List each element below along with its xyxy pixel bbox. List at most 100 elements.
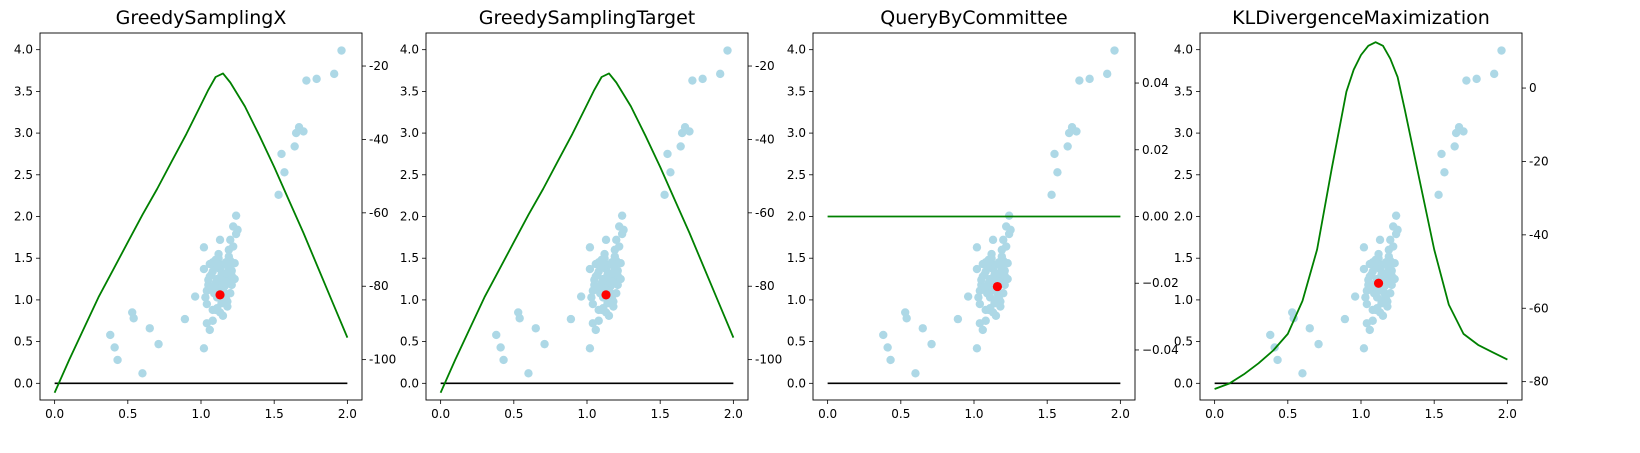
scatter-point bbox=[606, 277, 615, 286]
scatter-point bbox=[1391, 211, 1401, 220]
scatter-point bbox=[1361, 293, 1370, 302]
scatter-point bbox=[1393, 225, 1402, 235]
y-tick-label: 2.0 bbox=[1174, 210, 1193, 224]
y-tick-label: 3.5 bbox=[787, 84, 806, 98]
scatter-point bbox=[106, 330, 115, 340]
scatter-point bbox=[1497, 46, 1506, 55]
x-tick-label: 1.5 bbox=[651, 407, 670, 421]
y-tick-label: 2.0 bbox=[400, 210, 419, 224]
y-tick-label: 1.5 bbox=[400, 251, 419, 265]
scatter-point bbox=[616, 259, 625, 268]
scatter-point bbox=[902, 314, 911, 323]
scatter-point bbox=[199, 264, 209, 274]
y-tick-label: 4.0 bbox=[400, 43, 419, 57]
y-tick-label: 0.5 bbox=[400, 335, 419, 349]
scatter-point bbox=[1472, 74, 1481, 84]
scatter-point bbox=[607, 269, 617, 278]
scatter-point bbox=[576, 292, 586, 301]
x-tick-label: 1.0 bbox=[964, 407, 983, 421]
scatter-point bbox=[972, 264, 982, 274]
x-tick-label: 1.0 bbox=[191, 407, 210, 421]
scatter-point bbox=[277, 149, 286, 159]
scatter-point bbox=[233, 225, 242, 235]
scatter-point bbox=[1489, 69, 1499, 79]
scatter-point bbox=[587, 293, 596, 302]
scatter-point bbox=[492, 330, 501, 340]
scatter-point bbox=[1375, 285, 1385, 295]
scatter-point bbox=[1298, 369, 1307, 378]
scatter-point bbox=[1362, 319, 1372, 328]
y2-tick-label: -40 bbox=[1529, 228, 1549, 242]
x-tick-label: 1.5 bbox=[265, 407, 284, 421]
scatter-point bbox=[1110, 46, 1119, 55]
y-tick-label: 4.0 bbox=[787, 43, 806, 57]
x-tick-label: 0.5 bbox=[504, 407, 523, 421]
scatter-point bbox=[1359, 344, 1369, 353]
y-tick-label: 2.5 bbox=[787, 168, 806, 182]
scatter-point bbox=[180, 314, 190, 324]
scatter-point bbox=[1367, 282, 1376, 291]
y-tick-label: 1.5 bbox=[1174, 251, 1193, 265]
y2-tick-label: -100 bbox=[755, 353, 782, 367]
scatter-point bbox=[110, 343, 119, 352]
y-tick-label: 0.0 bbox=[787, 376, 806, 390]
x-tick-label: 0.0 bbox=[431, 407, 450, 421]
y-tick-label: 1.0 bbox=[14, 293, 33, 307]
scatter-point bbox=[609, 302, 618, 311]
scatter-point bbox=[302, 76, 311, 85]
scatter-point bbox=[972, 344, 982, 353]
scatter-point bbox=[987, 249, 996, 259]
scatter-point bbox=[299, 127, 308, 136]
y2-tick-label: 0 bbox=[1529, 81, 1537, 95]
y2-tick-label: -60 bbox=[755, 206, 775, 220]
scatter-point bbox=[975, 319, 985, 328]
scatter-point bbox=[215, 235, 225, 245]
selected-point bbox=[215, 290, 225, 300]
scatter-point bbox=[1314, 339, 1323, 349]
scatter-point bbox=[230, 259, 239, 268]
scatter-point bbox=[879, 330, 888, 340]
scatter-point bbox=[201, 293, 210, 302]
utility-curve bbox=[439, 72, 735, 394]
scatter-point bbox=[220, 277, 229, 286]
scatter-point bbox=[274, 190, 283, 200]
scatter-point bbox=[615, 242, 624, 251]
scatter-point bbox=[229, 242, 238, 251]
x-tick-label: 2.0 bbox=[1498, 407, 1517, 421]
y-tick-label: 2.5 bbox=[1174, 168, 1193, 182]
scatter-point bbox=[601, 308, 611, 317]
x-tick-label: 1.5 bbox=[1425, 407, 1444, 421]
scatter-point bbox=[1362, 299, 1372, 309]
scatter-point bbox=[1085, 74, 1094, 84]
scatter-point bbox=[1072, 127, 1081, 136]
scatter-point bbox=[616, 274, 625, 284]
scatter-point bbox=[204, 275, 213, 285]
scatter-point bbox=[230, 274, 239, 284]
scatter-point bbox=[205, 325, 214, 335]
chart-panel-2: GreedySamplingTarget 0.0 0.5 1.0 1.5 2.0 0.0 0.… bbox=[400, 7, 782, 421]
scatter-point bbox=[199, 243, 209, 252]
x-tick-label: 0.5 bbox=[118, 407, 137, 421]
chart-title: GreedySamplingX bbox=[116, 7, 287, 29]
x-tick-label: 0.5 bbox=[1278, 407, 1297, 421]
scatter-point bbox=[975, 299, 985, 309]
scatter-point bbox=[988, 235, 998, 245]
scatter-point bbox=[612, 289, 621, 298]
scatter-point bbox=[594, 258, 603, 267]
y-tick-label: 1.5 bbox=[787, 251, 806, 265]
scatter-point bbox=[612, 235, 621, 245]
x-tick-label: 0.0 bbox=[1205, 407, 1224, 421]
scatter-point bbox=[496, 343, 505, 352]
utility-curve bbox=[53, 72, 349, 394]
chart-title: KLDivergenceMaximization bbox=[1232, 7, 1490, 29]
scatter-point bbox=[590, 275, 599, 285]
scatter-point bbox=[715, 69, 725, 79]
y-tick-label: 1.5 bbox=[14, 251, 33, 265]
scatter-point bbox=[1006, 225, 1015, 235]
scatter-point bbox=[1003, 259, 1012, 268]
scatter-point bbox=[1359, 243, 1369, 252]
y-tick-label: 3.5 bbox=[14, 84, 33, 98]
scatter-point bbox=[1375, 308, 1385, 317]
y-tick-label: 3.0 bbox=[400, 126, 419, 140]
scatter-point bbox=[698, 74, 707, 84]
